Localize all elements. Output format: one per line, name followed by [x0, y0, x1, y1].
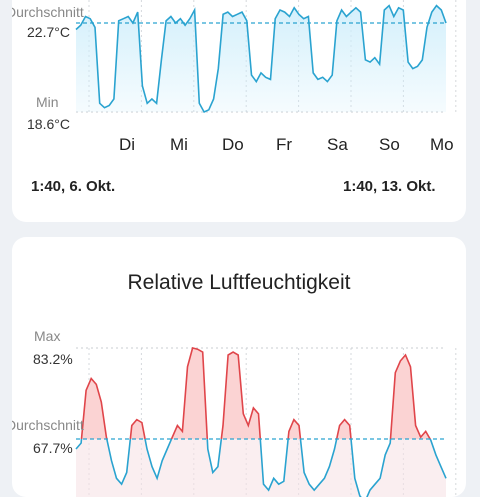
temp-series-line — [75, 4, 447, 114]
temperature-chart — [75, 0, 457, 114]
temp-min-label: Min — [36, 94, 59, 110]
humidity-chart — [75, 347, 457, 497]
day-label-di: Di — [119, 135, 136, 154]
day-label-do: Do — [222, 135, 244, 154]
range-start: 1:40, 6. Okt. — [31, 178, 116, 195]
hum-avg-label: Durchschnitt — [12, 417, 84, 433]
hum-high-group — [80, 347, 432, 439]
day-label-fr: Fr — [276, 135, 293, 154]
day-label-mo: Mo — [430, 135, 454, 154]
hum-low-area — [76, 439, 446, 497]
hum-high-area — [81, 348, 431, 439]
temp-area — [76, 5, 446, 113]
hum-low-group — [75, 439, 447, 497]
day-label-sa: Sa — [327, 135, 348, 154]
humidity-card: Relative Luftfeuchtigkeit Max 83.2% Durc… — [12, 237, 466, 497]
temp-min-value: 18.6°C — [27, 116, 70, 132]
hum-max-label: Max — [34, 328, 61, 344]
hum-max-value: 83.2% — [33, 351, 73, 367]
day-label-mi: Mi — [170, 135, 188, 154]
humidity-title: Relative Luftfeuchtigkeit — [127, 271, 351, 294]
range-end: 1:40, 13. Okt. — [343, 178, 436, 195]
hum-avg-value: 67.7% — [33, 440, 73, 456]
temp-avg-value: 22.7°C — [27, 24, 70, 40]
temp-avg-label: Durchschnitt — [12, 4, 84, 20]
hum-low-line — [75, 439, 447, 497]
day-label-so: So — [379, 135, 400, 154]
hum-high-line — [80, 347, 432, 439]
temperature-card: Durchschnitt 22.7°C Min 18.6°C Di Mi Do … — [12, 0, 466, 222]
